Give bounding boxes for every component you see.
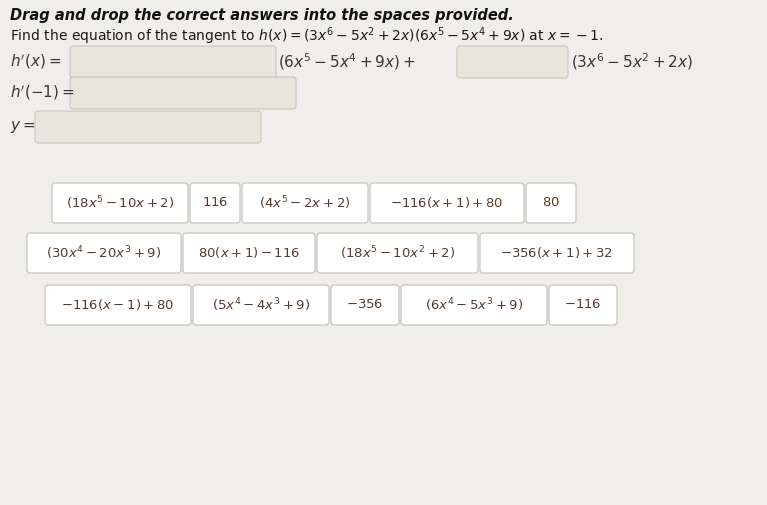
FancyBboxPatch shape	[480, 233, 634, 273]
Text: $116$: $116$	[202, 196, 228, 210]
Text: $(6x^4-5x^3+9)$: $(6x^4-5x^3+9)$	[425, 296, 523, 314]
Text: $-356(x+1)+32$: $-356(x+1)+32$	[500, 245, 614, 261]
Text: $y =$: $y =$	[10, 119, 35, 135]
Text: $-116$: $-116$	[565, 298, 602, 312]
FancyBboxPatch shape	[370, 183, 524, 223]
FancyBboxPatch shape	[52, 183, 188, 223]
Text: $-116(x+1)+80$: $-116(x+1)+80$	[390, 195, 504, 211]
Text: $(30x^4-20x^3+9)$: $(30x^4-20x^3+9)$	[47, 244, 162, 262]
FancyBboxPatch shape	[193, 285, 329, 325]
Text: $(18x^5-10x+2)$: $(18x^5-10x+2)$	[66, 194, 174, 212]
Text: $-116(x-1)+80$: $-116(x-1)+80$	[61, 297, 175, 313]
FancyBboxPatch shape	[317, 233, 478, 273]
FancyBboxPatch shape	[331, 285, 399, 325]
Text: $(18x^5-10x^2+2)$: $(18x^5-10x^2+2)$	[340, 244, 455, 262]
Text: $(3x^6 - 5x^2 + 2x)$: $(3x^6 - 5x^2 + 2x)$	[571, 52, 693, 72]
Text: Drag and drop the correct answers into the spaces provided.: Drag and drop the correct answers into t…	[10, 8, 514, 23]
Text: $80$: $80$	[542, 196, 560, 210]
FancyBboxPatch shape	[190, 183, 240, 223]
FancyBboxPatch shape	[183, 233, 315, 273]
Text: $(4x^5-2x+2)$: $(4x^5-2x+2)$	[259, 194, 351, 212]
FancyBboxPatch shape	[45, 285, 191, 325]
FancyBboxPatch shape	[242, 183, 368, 223]
Text: $(5x^4-4x^3+9)$: $(5x^4-4x^3+9)$	[212, 296, 310, 314]
FancyBboxPatch shape	[401, 285, 547, 325]
Text: $h'(-1) =$: $h'(-1) =$	[10, 84, 74, 103]
FancyBboxPatch shape	[549, 285, 617, 325]
Text: $h'(x) =$: $h'(x) =$	[10, 53, 61, 71]
Text: $80(x+1)-116$: $80(x+1)-116$	[198, 245, 300, 261]
Text: $(6x^5 - 5x^4 + 9x)+$: $(6x^5 - 5x^4 + 9x)+$	[278, 52, 416, 72]
Text: Find the equation of the tangent to $h(x) = (3x^6 - 5x^2 + 2x)(6x^5 - 5x^4 + 9x): Find the equation of the tangent to $h(x…	[10, 25, 603, 46]
FancyBboxPatch shape	[526, 183, 576, 223]
FancyBboxPatch shape	[70, 46, 276, 78]
FancyBboxPatch shape	[35, 111, 261, 143]
FancyBboxPatch shape	[27, 233, 181, 273]
Text: $-356$: $-356$	[346, 298, 384, 312]
FancyBboxPatch shape	[457, 46, 568, 78]
FancyBboxPatch shape	[70, 77, 296, 109]
